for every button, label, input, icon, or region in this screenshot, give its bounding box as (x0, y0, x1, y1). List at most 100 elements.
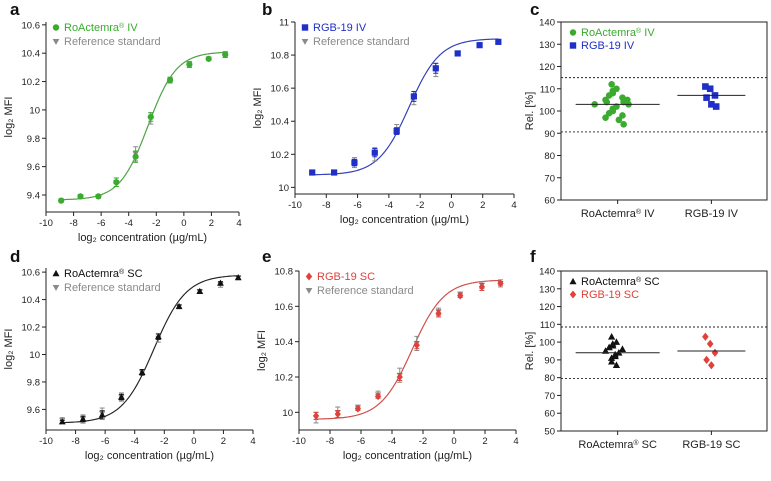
x-tick-label: -8 (69, 218, 77, 229)
y-tick-label: 10.2 (271, 150, 290, 161)
reference-fit-curve (312, 38, 499, 176)
data-point (608, 357, 616, 365)
series-sample (309, 38, 502, 176)
data-point (435, 309, 442, 318)
reference-fit-curve (62, 275, 239, 424)
y-tick-label: 60 (544, 409, 555, 420)
legend-marker (569, 290, 577, 299)
data-point (117, 393, 125, 400)
x-tick-label: 4 (250, 436, 255, 447)
y-tick-label: 70 (544, 391, 555, 402)
x-tick-label: -2 (160, 436, 168, 447)
data-point (607, 354, 616, 361)
data-point (351, 159, 358, 166)
panel-letter: b (262, 0, 272, 19)
y-tick-label: 100 (539, 338, 555, 349)
data-point (612, 338, 621, 345)
group-reference-product (575, 332, 660, 369)
y-tick-label: 11 (279, 18, 289, 29)
x-tick-label: -6 (97, 218, 105, 229)
legend-marker (301, 38, 309, 45)
y-tick-label: 140 (539, 18, 555, 29)
y-tick-label: 100 (539, 107, 555, 118)
x-tick-label: 2 (482, 436, 487, 447)
data-point (454, 50, 461, 57)
group-biosimilar (677, 332, 746, 370)
data-point (702, 332, 709, 341)
x-tick-label: 0 (181, 218, 186, 229)
series-reference (58, 51, 229, 204)
x-tick-label: -4 (124, 218, 132, 229)
series-sample (312, 279, 504, 420)
series-sample (58, 274, 242, 425)
x-tick-label: -4 (388, 436, 396, 447)
data-point (393, 128, 400, 135)
data-point (497, 279, 504, 288)
data-point (413, 341, 420, 350)
y-tick-label: 60 (544, 196, 555, 207)
data-point (113, 179, 120, 186)
y-tick-label: 10.4 (22, 295, 41, 306)
y-axis-title: log₂ MFI (3, 97, 15, 138)
data-point (602, 114, 609, 121)
x-tick-label: -2 (419, 436, 427, 447)
legend-label: RoActemra® IV (581, 208, 655, 221)
x-tick-label: -10 (292, 436, 306, 447)
data-point (711, 348, 719, 357)
data-point (77, 193, 84, 200)
x-tick-label: 4 (236, 218, 241, 229)
data-point (58, 197, 65, 204)
data-point (601, 347, 610, 354)
data-point (703, 355, 710, 365)
legend-label: RGB-19 IV (581, 40, 635, 52)
data-point (706, 85, 714, 93)
data-point (95, 193, 102, 200)
y-tick-label: 80 (544, 151, 555, 162)
legend-marker (52, 38, 60, 45)
legend-marker (569, 29, 577, 36)
y-tick-label: 110 (540, 84, 555, 95)
x-tick-label: -10 (39, 218, 53, 229)
legend-label: RoActemra® IV (581, 27, 655, 40)
data-point (712, 103, 720, 110)
x-axis-title: log₂ concentration (µg/mL) (78, 232, 207, 244)
panel-letter: a (10, 0, 20, 19)
x-tick-label: 4 (511, 200, 516, 211)
legend-marker (569, 42, 577, 49)
x-tick-label: -6 (353, 200, 361, 211)
legend-label: Reference standard (313, 36, 410, 48)
x-axis-title: log₂ concentration (µg/mL) (85, 450, 214, 462)
data-point (79, 415, 87, 422)
legend-label: Reference standard (64, 36, 161, 48)
legend-label: RGB-19 SC (682, 439, 740, 451)
x-axis-title: log₂ concentration (µg/mL) (343, 450, 472, 462)
data-point (619, 112, 626, 119)
data-point (58, 418, 66, 425)
x-tick-label: 4 (513, 436, 518, 447)
y-tick-label: 50 (544, 427, 555, 438)
x-tick-label: -4 (130, 436, 138, 447)
data-point (354, 404, 361, 413)
y-tick-label: 10 (278, 183, 289, 194)
series-reference (309, 39, 502, 176)
group-biosimilar (677, 83, 746, 110)
legend-label: Reference standard (64, 282, 161, 294)
data-point (618, 345, 627, 353)
x-tick-label: -10 (288, 200, 302, 211)
y-tick-label: 9.8 (27, 134, 40, 145)
series-reference (313, 279, 504, 424)
reference-fit-curve (61, 51, 226, 201)
legend-marker (52, 24, 60, 31)
x-axis-title: log₂ concentration (µg/mL) (340, 214, 469, 226)
legend-marker (301, 24, 309, 31)
y-axis-title: log₂ MFI (3, 329, 15, 370)
y-tick-label: 10.4 (275, 337, 294, 348)
data-point (396, 373, 403, 381)
data-point (708, 101, 715, 108)
panel-letter: f (530, 247, 536, 266)
group-reference-product (575, 81, 660, 128)
legend-marker (569, 277, 577, 285)
panel-letter: e (262, 247, 271, 266)
y-tick-label: 10.4 (271, 117, 290, 128)
